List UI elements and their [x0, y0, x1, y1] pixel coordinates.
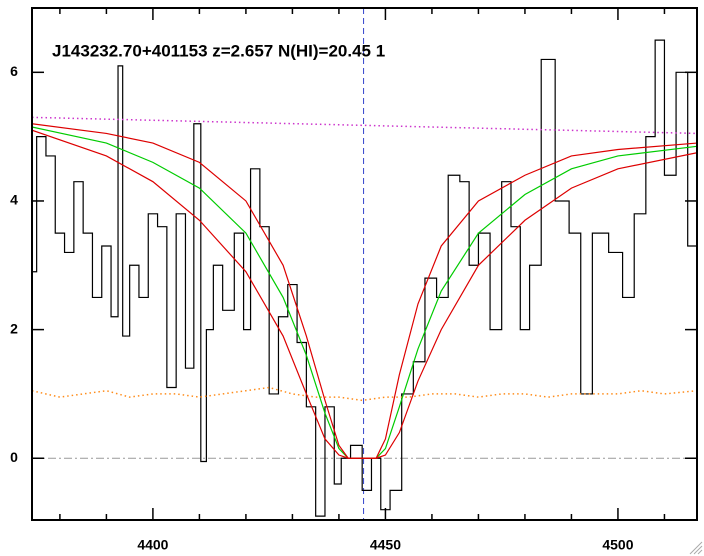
plot-frame — [31, 7, 698, 521]
series-line — [32, 39, 697, 517]
y-tick-label: 6 — [10, 63, 18, 79]
series-line — [32, 129, 697, 459]
series-line — [32, 116, 697, 135]
y-tick-label: 2 — [10, 320, 18, 336]
plot-area — [32, 8, 697, 520]
y-tick-label: 0 — [10, 449, 18, 465]
y-tick-label: 4 — [10, 192, 18, 208]
x-tick-label: 4450 — [370, 537, 401, 553]
chart-title: J143232.70+401153 z=2.657 N(HI)=20.45 1 — [52, 41, 385, 60]
resize-grip — [689, 541, 703, 555]
x-tick-label: 4500 — [602, 537, 633, 553]
series-group — [32, 8, 697, 520]
x-tick-label: 4400 — [137, 537, 168, 553]
